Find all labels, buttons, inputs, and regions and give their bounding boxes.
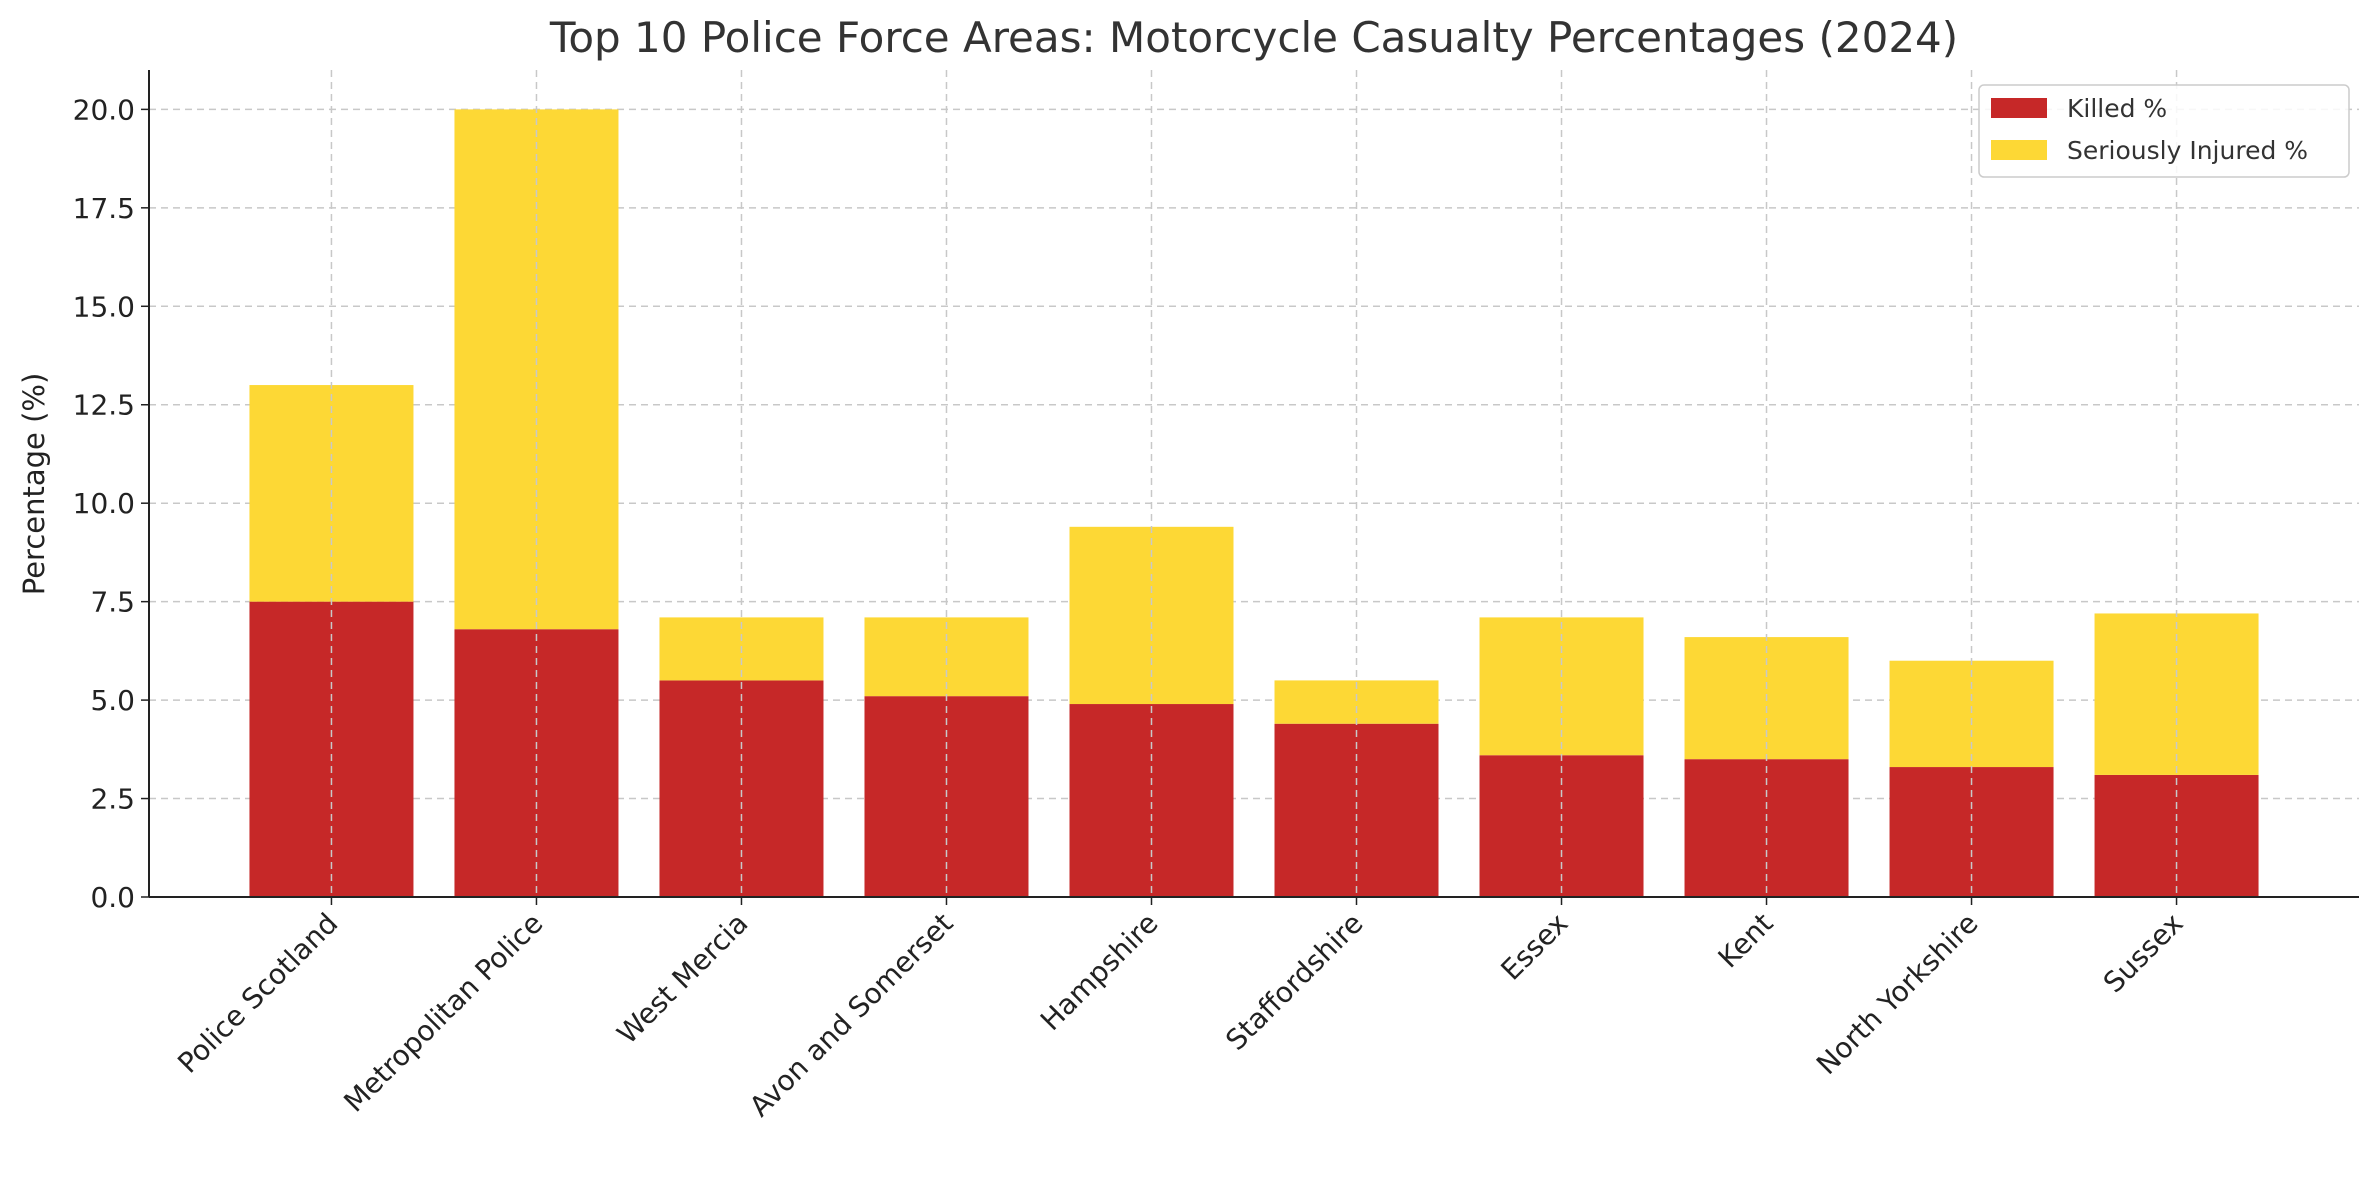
bar-killed — [1274, 723, 1439, 897]
x-tick-label: Staffordshire — [1219, 907, 1369, 1057]
y-tick-label: 0.0 — [90, 881, 135, 914]
y-tick-label: 10.0 — [73, 487, 135, 520]
legend: Killed % Seriously Injured % — [1978, 84, 2350, 178]
x-tick-label: Hampshire — [1034, 907, 1164, 1037]
legend-swatch — [1991, 140, 2047, 160]
y-tick-label: 17.5 — [73, 192, 135, 225]
y-tick-label: 12.5 — [73, 389, 135, 422]
x-tick-label: North Yorkshire — [1810, 907, 1984, 1081]
y-axis-label: Percentage (%) — [17, 373, 51, 596]
x-tick-label: Avon and Somerset — [743, 907, 959, 1123]
bar-killed — [659, 680, 824, 897]
x-tick-label: Essex — [1494, 907, 1574, 987]
y-tick-label: 7.5 — [90, 586, 135, 619]
y-tick-label: 20.0 — [73, 93, 135, 126]
x-tick-label: Kent — [1712, 907, 1780, 975]
legend-label: Killed % — [2067, 94, 2167, 123]
x-tick-label: West Mercia — [611, 907, 755, 1051]
legend-label: Seriously Injured % — [2067, 136, 2308, 165]
x-tick-label: Metropolitan Police — [337, 907, 549, 1119]
y-tick-label: 2.5 — [90, 783, 135, 816]
y-tick-label: 15.0 — [73, 290, 135, 323]
chart-title: Top 10 Police Force Areas: Motorcycle Ca… — [549, 13, 1958, 62]
legend-frame — [1978, 84, 2350, 178]
bar-seriously-injured — [1889, 660, 2054, 768]
x-tick-label: Police Scotland — [171, 907, 344, 1080]
y-tick-label: 5.0 — [90, 684, 135, 717]
x-tick-label: Sussex — [2097, 907, 2190, 1000]
legend-swatch — [1991, 98, 2047, 118]
